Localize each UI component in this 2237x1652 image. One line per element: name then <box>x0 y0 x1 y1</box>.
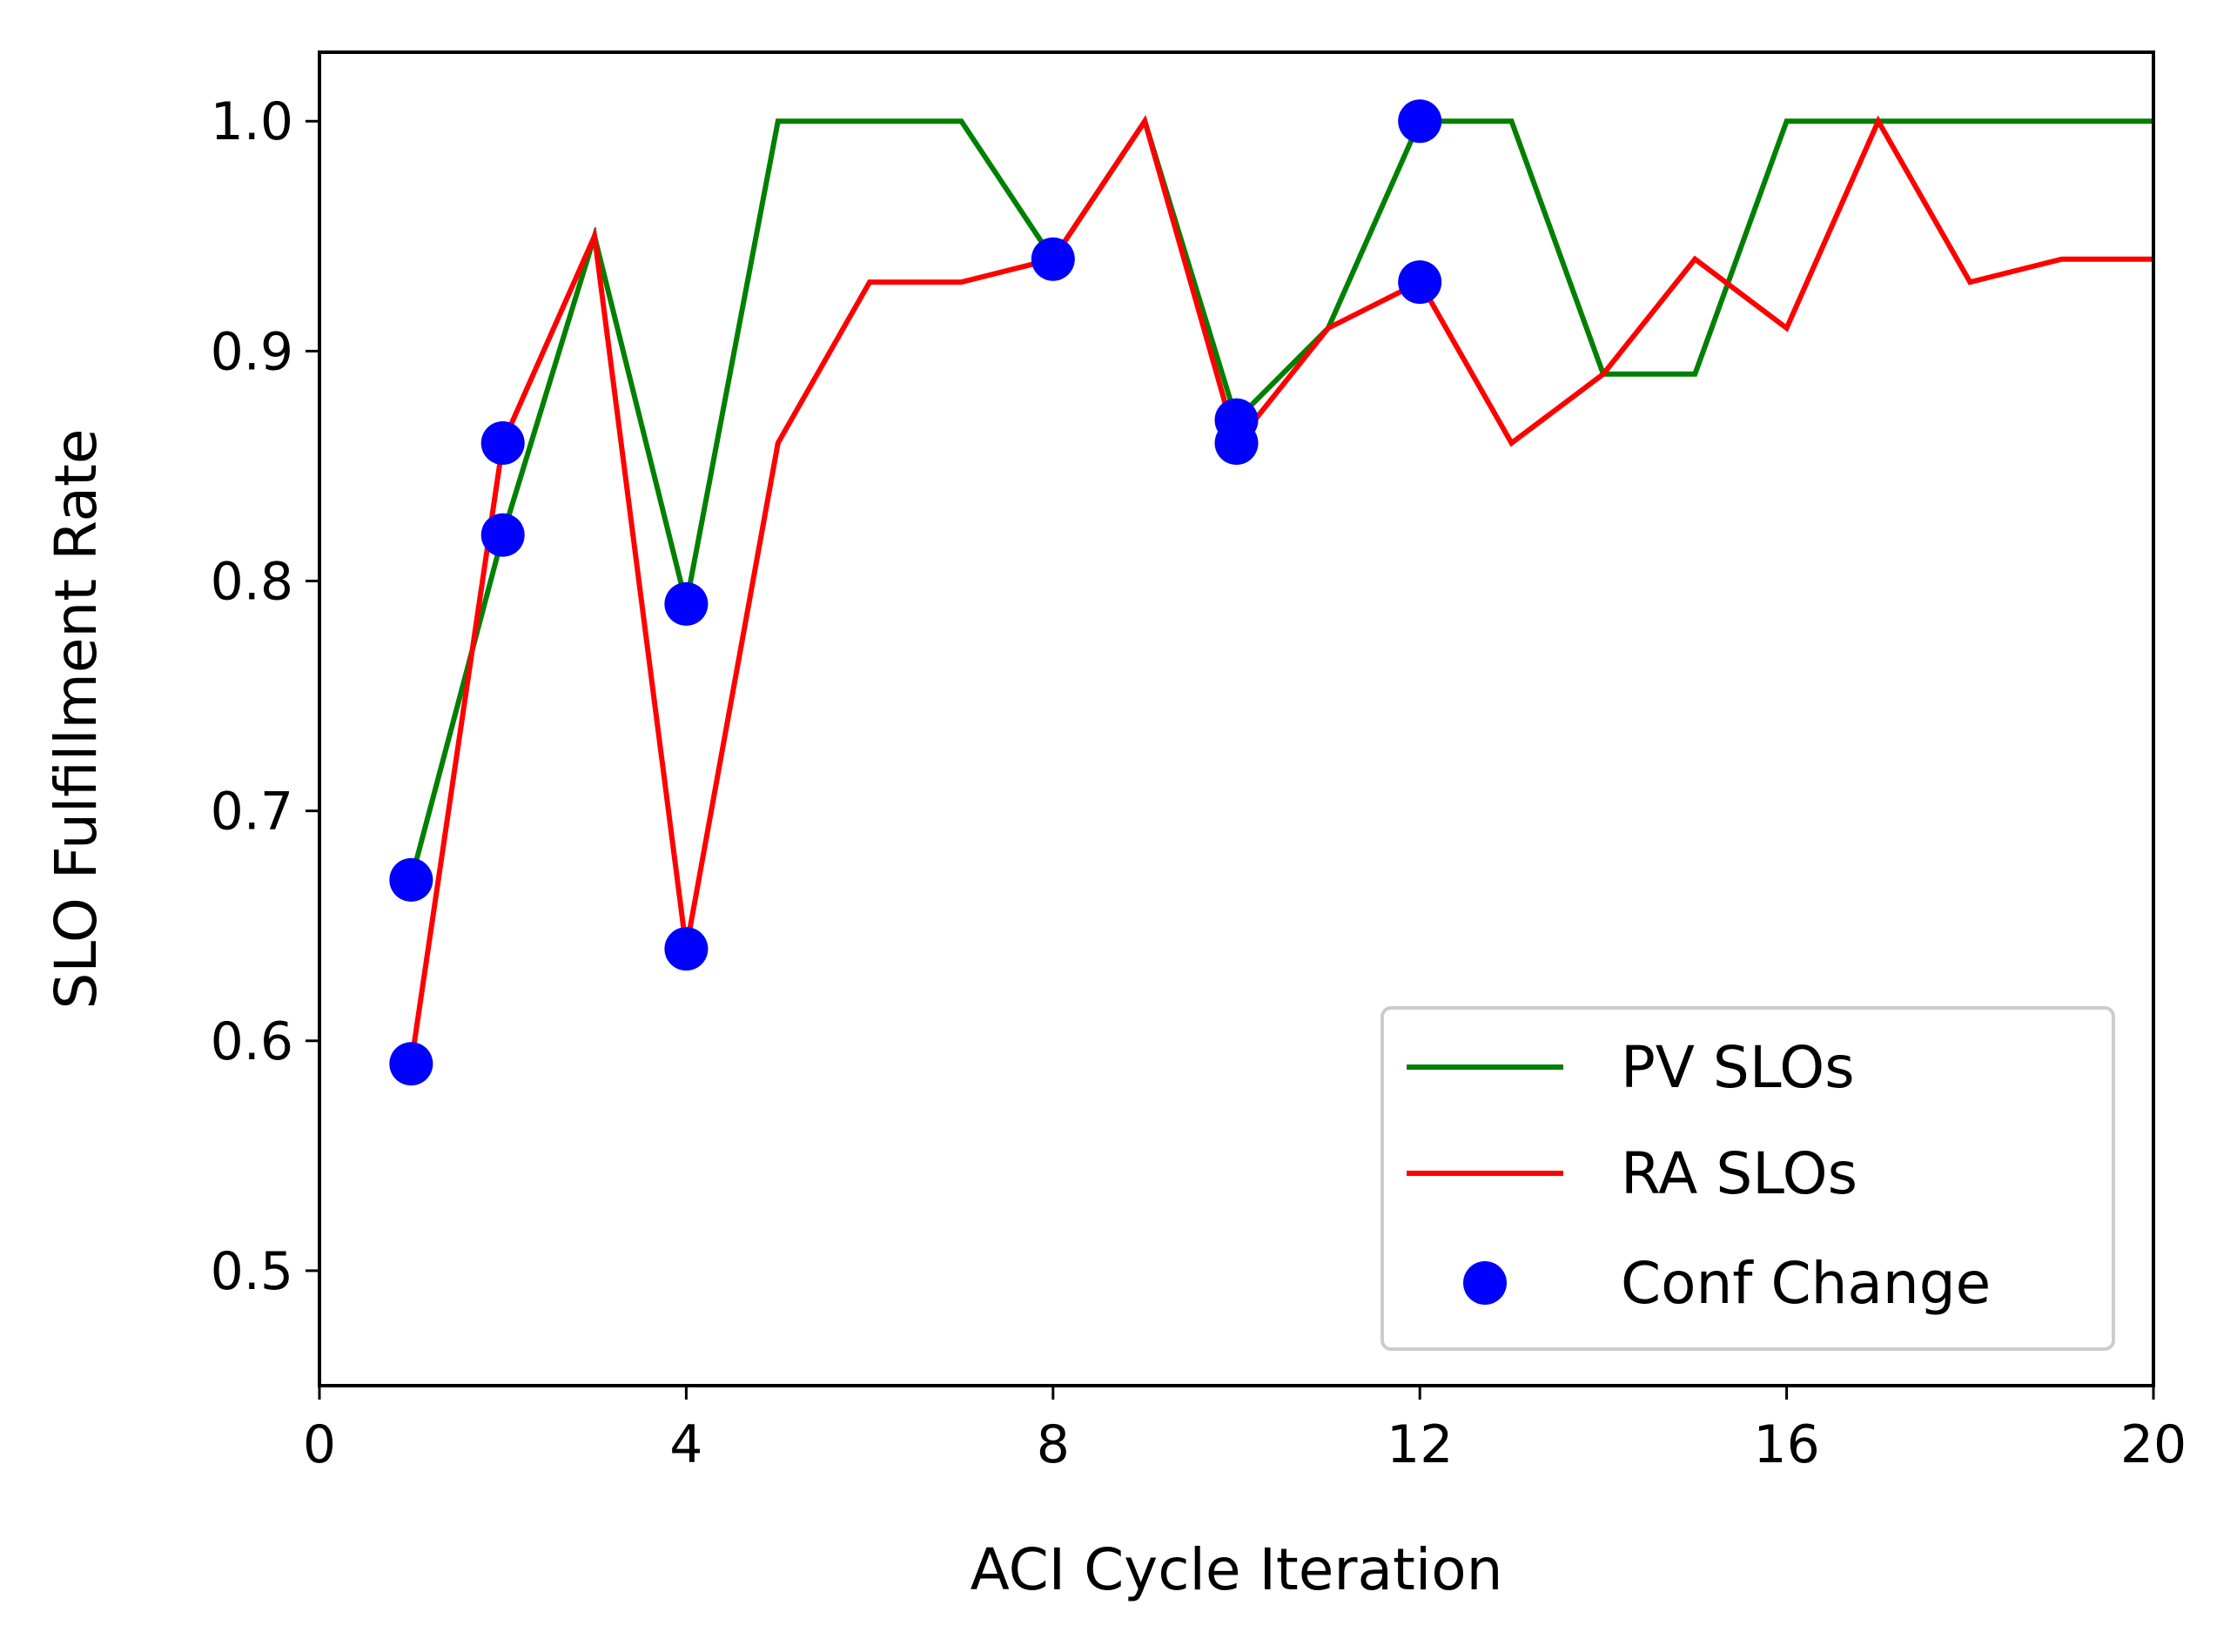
legend: PV SLOs RA SLOs Conf Change <box>1380 1006 2115 1351</box>
y-tick-label: 1.0 <box>211 91 293 152</box>
y-tick-label: 0.7 <box>211 782 293 843</box>
legend-box <box>1380 1006 2115 1351</box>
legend-label: Conf Change <box>1621 1250 1991 1317</box>
scatter-point <box>1398 260 1442 305</box>
scatter-point <box>480 513 525 557</box>
x-tick-label: 12 <box>1387 1414 1453 1475</box>
x-tick-label: 4 <box>669 1414 702 1475</box>
y-tick-label: 0.8 <box>211 552 293 613</box>
series-line-1 <box>408 115 2153 1064</box>
y-tick-label: 0.6 <box>211 1011 293 1072</box>
scatter-point <box>664 581 709 626</box>
y-tick-label: 0.9 <box>211 321 293 382</box>
legend-label: RA SLOs <box>1621 1140 1857 1207</box>
y-axis-ticks: 0.5 0.6 0.7 0.8 0.9 1.0 <box>211 91 319 1302</box>
x-tick-label: 16 <box>1753 1414 1819 1475</box>
legend-swatch-marker <box>1463 1261 1507 1305</box>
scatter-point <box>1031 237 1075 281</box>
y-tick-label: 0.5 <box>211 1241 293 1302</box>
plot-frame <box>318 50 2155 1387</box>
x-tick-label: 0 <box>303 1414 336 1475</box>
series-line-0 <box>408 115 2153 881</box>
legend-label: PV SLOs <box>1621 1034 1855 1101</box>
scatter-point <box>1214 421 1259 466</box>
scatter-point <box>1398 99 1442 144</box>
y-axis-label: SLO Fulfillment Rate <box>43 429 110 1010</box>
x-tick-label: 8 <box>1037 1414 1070 1475</box>
scatter-point <box>664 927 709 971</box>
x-axis-label: ACI Cycle Iteration <box>971 1536 1503 1603</box>
scatter-point <box>480 421 525 466</box>
scatter-point <box>389 857 433 902</box>
x-axis-ticks: 0 4 8 12 16 20 <box>303 1386 2187 1475</box>
scatter-layer <box>389 99 1442 1086</box>
series-layer <box>408 115 2153 1064</box>
scatter-point <box>389 1042 433 1086</box>
x-tick-label: 20 <box>2120 1414 2187 1475</box>
